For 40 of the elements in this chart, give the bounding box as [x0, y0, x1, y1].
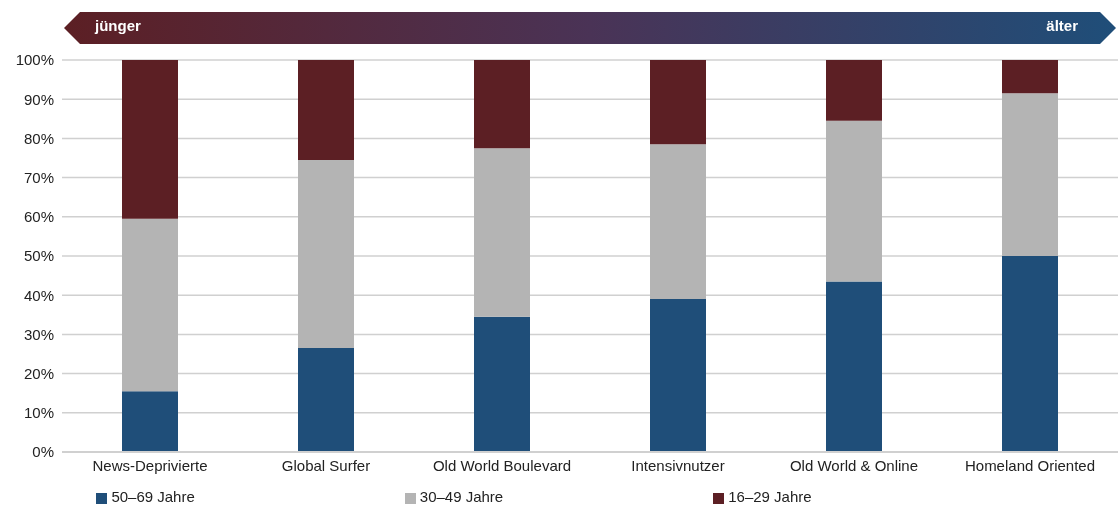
bar [1002, 256, 1058, 452]
x-tick-label: News-Deprivierte [92, 456, 208, 474]
bar [1002, 60, 1058, 94]
y-tick-label: 50% [23, 247, 54, 265]
bar [1002, 93, 1058, 256]
bar [298, 159, 354, 349]
legend-label: 16–29 Jahre [728, 488, 812, 505]
bar [122, 60, 178, 219]
bar [650, 299, 706, 452]
y-tick-label: 40% [23, 286, 54, 304]
bar [650, 144, 706, 300]
bar [298, 348, 354, 452]
x-tick-label: Old World & Online [789, 456, 919, 474]
bar [826, 120, 882, 282]
bar [298, 60, 354, 160]
y-tick-label: 0% [32, 443, 54, 461]
legend-label: 50–69 Jahre [111, 488, 195, 505]
x-tick-label: Global Surfer [281, 456, 371, 474]
bar [122, 218, 178, 392]
legend-label: 30–49 Jahre [419, 488, 504, 505]
bar [474, 148, 530, 317]
bar [650, 60, 706, 145]
bar [474, 316, 530, 452]
y-tick-label: 100% [15, 51, 54, 69]
text: älter [1046, 17, 1078, 34]
y-tick-label: 90% [23, 90, 54, 108]
x-tick-label: Intensivnutzer [631, 456, 725, 474]
bar [826, 60, 882, 121]
bar [122, 391, 178, 452]
y-tick-label: 60% [23, 208, 54, 226]
y-tick-label: 20% [23, 364, 54, 382]
y-tick-label: 10% [23, 404, 54, 422]
x-tick-label: Old World Boulevard [432, 456, 572, 474]
bar [826, 281, 882, 452]
y-tick-label: 70% [23, 168, 54, 186]
text: jünger [95, 17, 141, 34]
bar [474, 60, 530, 149]
y-tick-label: 80% [23, 129, 54, 147]
y-tick-label: 30% [23, 325, 54, 343]
x-tick-label: Homeland Oriented [964, 456, 1096, 474]
